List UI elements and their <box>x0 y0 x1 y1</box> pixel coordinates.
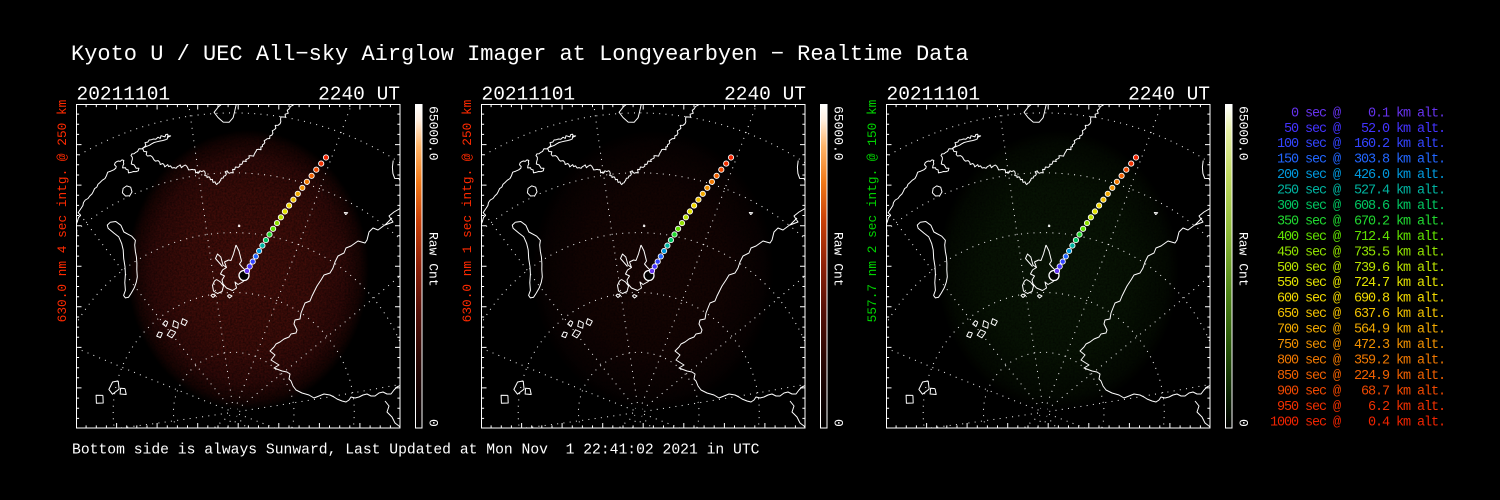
svg-text:1000 sec @ 0.4 km alt.: 1000 sec @ 0.4 km alt. <box>1270 415 1445 430</box>
svg-text:20211101: 20211101 <box>77 84 171 106</box>
svg-text:2240 UT: 2240 UT <box>1128 84 1210 106</box>
svg-text:Raw Cnt: Raw Cnt <box>1236 232 1251 287</box>
svg-text:65000.0: 65000.0 <box>831 106 846 161</box>
svg-text:Bottom side is always Sunward,: Bottom side is always Sunward, Last Upda… <box>72 443 760 459</box>
svg-text:0: 0 <box>831 419 846 427</box>
svg-text:550 sec @ 724.7 km alt.: 550 sec @ 724.7 km alt. <box>1270 276 1445 291</box>
svg-text:250 sec @ 527.4 km alt.: 250 sec @ 527.4 km alt. <box>1270 184 1445 199</box>
svg-text:950 sec @ 6.2 km alt.: 950 sec @ 6.2 km alt. <box>1270 400 1445 415</box>
svg-text:20211101: 20211101 <box>482 84 576 106</box>
svg-text:500 sec @ 739.6 km alt.: 500 sec @ 739.6 km alt. <box>1270 261 1445 276</box>
svg-text:2240 UT: 2240 UT <box>318 84 400 106</box>
svg-text:100 sec @ 160.2 km alt.: 100 sec @ 160.2 km alt. <box>1270 137 1445 152</box>
svg-text:65000.0: 65000.0 <box>1236 106 1251 161</box>
svg-text:200 sec @ 426.0 km alt.: 200 sec @ 426.0 km alt. <box>1270 168 1445 183</box>
svg-text:630.0 nm 1 sec intg. @ 250 km: 630.0 nm 1 sec intg. @ 250 km <box>460 99 475 322</box>
svg-text:850 sec @ 224.9 km alt.: 850 sec @ 224.9 km alt. <box>1270 369 1445 384</box>
svg-text:557.7 nm 2 sec intg. @ 150 km: 557.7 nm 2 sec intg. @ 150 km <box>865 99 880 322</box>
svg-text:800 sec @ 359.2 km alt.: 800 sec @ 359.2 km alt. <box>1270 354 1445 369</box>
svg-text:0: 0 <box>1236 419 1251 427</box>
svg-text:600 sec @ 690.8 km alt.: 600 sec @ 690.8 km alt. <box>1270 292 1445 307</box>
svg-text:700 sec @ 564.9 km alt.: 700 sec @ 564.9 km alt. <box>1270 323 1445 338</box>
svg-text:350 sec @ 670.2 km alt.: 350 sec @ 670.2 km alt. <box>1270 214 1445 229</box>
svg-text:750 sec @ 472.3 km alt.: 750 sec @ 472.3 km alt. <box>1270 338 1445 353</box>
svg-text:Kyoto U / UEC All−sky Airglow: Kyoto U / UEC All−sky Airglow Imager at … <box>71 42 969 67</box>
svg-text:150 sec @ 303.8 km alt.: 150 sec @ 303.8 km alt. <box>1270 153 1445 168</box>
svg-text:450 sec @ 735.5 km alt.: 450 sec @ 735.5 km alt. <box>1270 245 1445 260</box>
svg-text:300 sec @ 608.6 km alt.: 300 sec @ 608.6 km alt. <box>1270 199 1445 214</box>
svg-text:20211101: 20211101 <box>887 84 981 106</box>
svg-text:Raw Cnt: Raw Cnt <box>831 232 846 287</box>
svg-text:2240 UT: 2240 UT <box>724 84 806 106</box>
svg-text:Raw Cnt: Raw Cnt <box>426 232 441 287</box>
svg-text:0 sec @ 0.1 km alt.: 0 sec @ 0.1 km alt. <box>1270 106 1445 121</box>
svg-text:630.0 nm 4 sec intg. @ 250 km: 630.0 nm 4 sec intg. @ 250 km <box>55 99 70 322</box>
svg-text:900 sec @ 68.7 km alt.: 900 sec @ 68.7 km alt. <box>1270 384 1445 399</box>
svg-text:400 sec @ 712.4 km alt.: 400 sec @ 712.4 km alt. <box>1270 230 1445 245</box>
svg-text:0: 0 <box>426 419 441 427</box>
svg-text:65000.0: 65000.0 <box>426 106 441 161</box>
svg-text:650 sec @ 637.6 km alt.: 650 sec @ 637.6 km alt. <box>1270 307 1445 322</box>
svg-text:50 sec @ 52.0 km alt.: 50 sec @ 52.0 km alt. <box>1270 122 1445 137</box>
